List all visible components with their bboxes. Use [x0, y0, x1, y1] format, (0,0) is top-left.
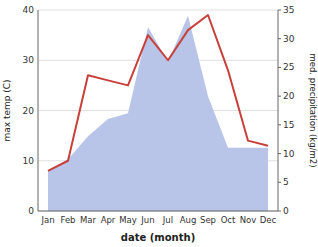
x-tick-label: Aug [180, 215, 197, 225]
x-tick-label: Dec [260, 215, 277, 225]
y2-tick [278, 182, 281, 183]
x-tick-label: Nov [240, 215, 257, 225]
y2-tick-label: 0 [283, 206, 289, 216]
y-axis [38, 10, 39, 211]
y-tick-label: 0 [28, 206, 34, 216]
y2-tick [278, 211, 281, 212]
y-tick-label: 40 [23, 5, 35, 15]
chart: 01020304005101520253035JanFebMarAprMayJu… [0, 0, 318, 247]
y2-tick [278, 153, 281, 154]
y2-tick [278, 124, 281, 125]
x-tick-label: May [119, 215, 137, 225]
x-tick-label: Jun [140, 215, 154, 225]
y2-tick [278, 96, 281, 97]
y2-tick [278, 67, 281, 68]
x-tick-label: Mar [80, 215, 97, 225]
x-tick-label: Oct [221, 215, 236, 225]
grid-line [38, 211, 278, 212]
y2-tick-label: 15 [283, 120, 294, 130]
y-tick-label: 30 [23, 55, 35, 65]
x-tick-label: Sep [200, 215, 216, 225]
plot-area [48, 15, 268, 211]
x-axis [38, 211, 278, 212]
grid-line [38, 10, 278, 11]
x-tick-label: Jan [40, 215, 54, 225]
y-tick-label: 10 [23, 156, 35, 166]
y-tick-label: 20 [23, 106, 35, 116]
x-tick-label: Jul [162, 215, 173, 225]
y2-tick-label: 30 [283, 34, 295, 44]
y2-tick [278, 10, 281, 11]
x-tick-label: Feb [60, 215, 75, 225]
y2-axis-label: med. precipitation (kg/m2) [308, 53, 318, 167]
y2-tick-label: 25 [283, 62, 294, 72]
y2-tick-label: 35 [283, 5, 294, 15]
y2-tick-label: 20 [283, 91, 295, 101]
precip-area [48, 16, 268, 211]
y-axis-label: max temp (C) [2, 79, 12, 141]
y2-tick [278, 38, 281, 39]
y2-tick-label: 10 [283, 149, 295, 159]
y2-axis [278, 10, 279, 211]
temp-line [48, 15, 268, 171]
x-axis-label: date (month) [121, 232, 195, 243]
x-tick-label: Apr [101, 215, 116, 225]
y2-tick-label: 5 [283, 177, 289, 187]
